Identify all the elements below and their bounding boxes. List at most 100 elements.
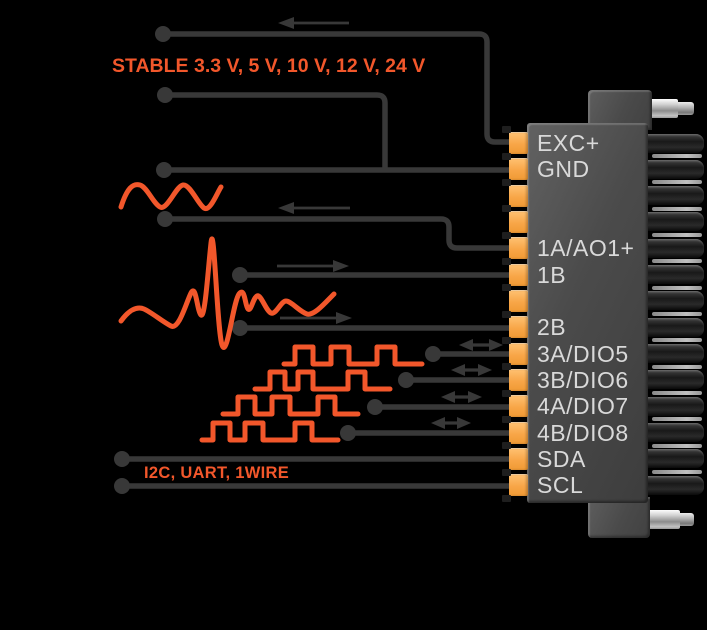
- pin-label-4: 1A/AO1+: [537, 235, 635, 262]
- connector-wire-pin-8: [646, 344, 704, 364]
- left-arrow-icon: [278, 17, 349, 29]
- connector-terminal-12: [509, 447, 528, 470]
- right-arrow-icon: [280, 312, 352, 324]
- terminal-dot: [232, 267, 248, 283]
- metal-guide-pin-bottom: [640, 510, 680, 529]
- double-arrow-icon: [441, 391, 482, 403]
- burst-wave-icon: [118, 236, 337, 350]
- connector-wire-pin-10: [646, 396, 704, 416]
- terminal-dot: [340, 425, 356, 441]
- connector-terminal-4: [509, 237, 528, 260]
- square-wave-icon: [199, 420, 341, 443]
- connector-terminal-8: [509, 342, 528, 365]
- connector-wire-pin-12: [646, 449, 704, 469]
- metal-guide-pin-bottom-tip: [680, 513, 694, 526]
- connector-terminal-9: [509, 368, 528, 391]
- pin-gap-highlight: [652, 180, 702, 185]
- pin-gap-highlight: [652, 285, 702, 290]
- terminal-separator-notch: [502, 205, 511, 213]
- pin-gap-highlight: [652, 443, 702, 448]
- pin-label-10: 4A/DIO7: [537, 393, 629, 420]
- pin-gap-highlight: [652, 233, 702, 238]
- stable-voltages-label: STABLE 3.3 V, 5 V, 10 V, 12 V, 24 V: [112, 55, 426, 77]
- connector-terminal-2: [509, 184, 528, 207]
- connector-wire-pin-13: [646, 475, 704, 495]
- connector-wire-pin-2: [646, 186, 704, 206]
- pin-label-11: 4B/DIO8: [537, 419, 629, 446]
- connector-terminal-3: [509, 210, 528, 233]
- pin-label-0: EXC+: [537, 130, 600, 156]
- terminal-separator-notch: [502, 310, 511, 318]
- terminal-dot: [367, 399, 383, 415]
- connector-wire-pin-9: [646, 370, 704, 390]
- pin-gap-highlight: [652, 364, 702, 369]
- pin-label-7: 2B: [537, 314, 567, 341]
- connector-wire-pin-5: [646, 265, 704, 285]
- connector-wire-pin-3: [646, 212, 704, 232]
- terminal-dot: [157, 87, 173, 103]
- terminal-separator-notch: [502, 442, 511, 450]
- wire-1a-ao1: [162, 216, 519, 251]
- terminal-dot: [232, 320, 248, 336]
- metal-guide-pin-top-tip: [678, 102, 694, 115]
- terminal-dot: [155, 26, 171, 42]
- double-arrow-icon: [459, 339, 503, 351]
- wire-terminals: [114, 26, 441, 494]
- connector-wire-pin-11: [646, 423, 704, 443]
- connector-terminal-1: [509, 158, 528, 181]
- terminal-separator-notch: [502, 336, 511, 344]
- terminal-dot: [398, 372, 414, 388]
- connector-wire-pin-6: [646, 291, 704, 311]
- left-arrow-icon: [278, 202, 350, 214]
- wire-exc-plus: [160, 31, 519, 145]
- connector-terminal-6: [509, 289, 528, 312]
- connector-wire-pin-7: [646, 317, 704, 337]
- pin-gap-highlight: [652, 338, 702, 343]
- connector-wire-pin-1: [646, 159, 704, 179]
- terminal-dot: [157, 211, 173, 227]
- pin-label-8: 3A/DIO5: [537, 340, 629, 367]
- pin-gap-highlight: [652, 417, 702, 422]
- terminal-separator-notch: [502, 178, 511, 186]
- connector-terminal-13: [509, 474, 528, 497]
- terminal-dot: [114, 451, 130, 467]
- pin-label-13: SCL: [537, 472, 584, 499]
- square-wave-icon: [281, 344, 425, 367]
- terminal-dot: [425, 346, 441, 362]
- connector-terminal-5: [509, 263, 528, 286]
- terminal-separator-notch: [502, 231, 511, 239]
- terminal-separator-notch: [502, 468, 511, 476]
- pin-gap-highlight: [652, 154, 702, 159]
- connector-terminal-11: [509, 421, 528, 444]
- terminal-separator-notch: [502, 494, 511, 502]
- square-wave-icon: [252, 369, 393, 392]
- terminal-separator-notch: [502, 257, 511, 265]
- connector-wire-pin-0: [646, 133, 704, 153]
- pin-label-9: 3B/DIO6: [537, 366, 629, 393]
- square-wave-icon: [220, 394, 361, 417]
- serial-protocols-label: I2C, UART, 1WIRE: [144, 464, 290, 482]
- terminal-separator-notch: [502, 152, 511, 160]
- pin-label-12: SDA: [537, 445, 586, 472]
- terminal-separator-notch: [502, 415, 511, 423]
- pin-label-5: 1B: [537, 261, 567, 288]
- double-arrow-icon: [451, 364, 492, 376]
- terminal-separator-notch: [502, 363, 511, 371]
- pin-gap-highlight: [652, 391, 702, 396]
- connector-wire-pin-4: [646, 238, 704, 258]
- terminal-dot: [156, 162, 172, 178]
- wire-gnd-branch: [162, 92, 388, 171]
- pin-gap-highlight: [652, 259, 702, 264]
- terminal-separator-notch: [502, 126, 511, 134]
- connector-body: [527, 123, 648, 503]
- pin-gap-highlight: [652, 470, 702, 475]
- connector-tab-bottom: [588, 497, 650, 538]
- terminal-separator-notch: [502, 389, 511, 397]
- terminal-dot: [114, 478, 130, 494]
- pin-gap-highlight: [652, 312, 702, 317]
- connector-terminal-10: [509, 395, 528, 418]
- connector-terminal-0: [509, 132, 528, 154]
- connector-terminal-7: [509, 316, 528, 339]
- pin-gap-highlight: [652, 206, 702, 211]
